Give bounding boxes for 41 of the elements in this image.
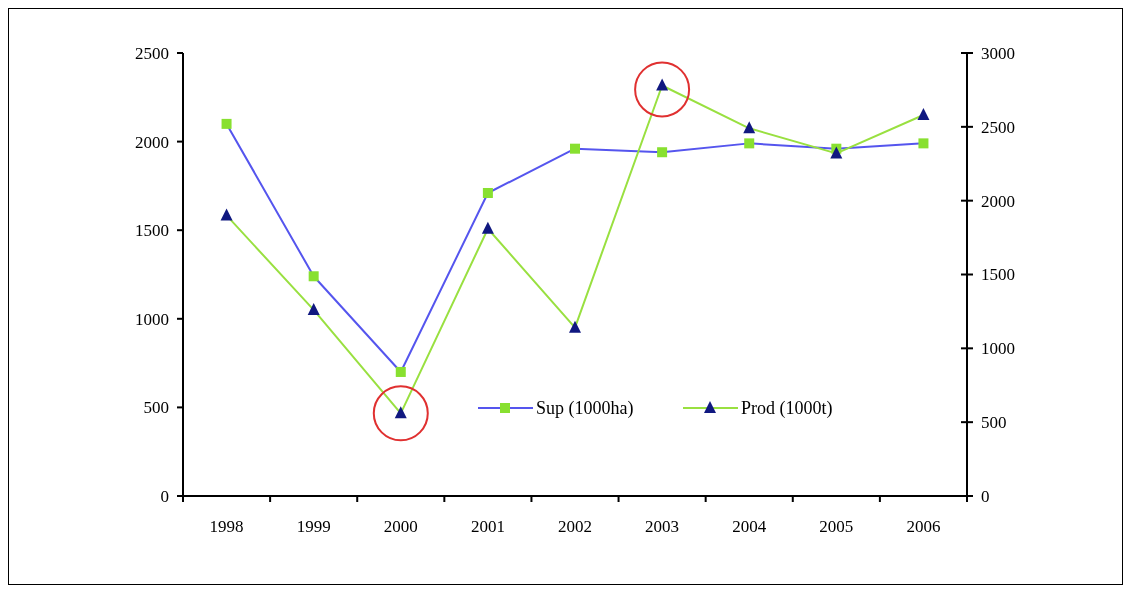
x-tick-label: 1999 — [296, 517, 331, 536]
y-tick-label: 2500 — [135, 43, 169, 63]
point — [570, 143, 580, 154]
point — [308, 271, 319, 282]
point — [917, 108, 930, 121]
y-tick-label: 500 — [143, 398, 169, 418]
y2-tick-label: 2000 — [981, 191, 1015, 211]
y-tick-label: 1500 — [135, 221, 169, 241]
y-tick-label: 0 — [160, 486, 169, 506]
x-tick-label: 2005 — [819, 517, 854, 536]
point — [657, 147, 668, 158]
point — [744, 138, 755, 149]
x-tick-label: 2003 — [645, 517, 680, 536]
point — [830, 146, 843, 159]
x-tick-label: 2006 — [906, 517, 941, 536]
legend-label: Sup (1000ha) — [536, 398, 634, 420]
y-tick-label: 1000 — [135, 309, 169, 329]
x-tick-label: 1998 — [209, 517, 244, 536]
y2-tick-label: 2500 — [981, 117, 1015, 137]
x-tick-label: 2000 — [383, 517, 418, 536]
legend-label: Prod (1000t) — [741, 398, 833, 420]
x-tick-label: 2002 — [558, 517, 592, 536]
y2-tick-label: 3000 — [981, 43, 1015, 63]
point — [482, 187, 493, 198]
point — [220, 208, 233, 221]
y2-tick-label: 1000 — [981, 339, 1015, 359]
y2-tick-label: 0 — [981, 486, 990, 506]
x-tick-label: 2004 — [732, 517, 767, 536]
point — [481, 221, 494, 234]
point — [221, 118, 232, 129]
y2-tick-label: 1500 — [981, 265, 1015, 285]
y2-tick-label: 500 — [981, 413, 1007, 433]
point — [395, 366, 406, 377]
point — [918, 138, 929, 149]
x-tick-label: 2001 — [470, 517, 505, 536]
point — [656, 78, 669, 91]
point — [743, 121, 756, 134]
point — [569, 320, 581, 333]
point — [394, 406, 407, 419]
y-tick-label: 2000 — [135, 132, 169, 152]
point — [307, 302, 320, 315]
